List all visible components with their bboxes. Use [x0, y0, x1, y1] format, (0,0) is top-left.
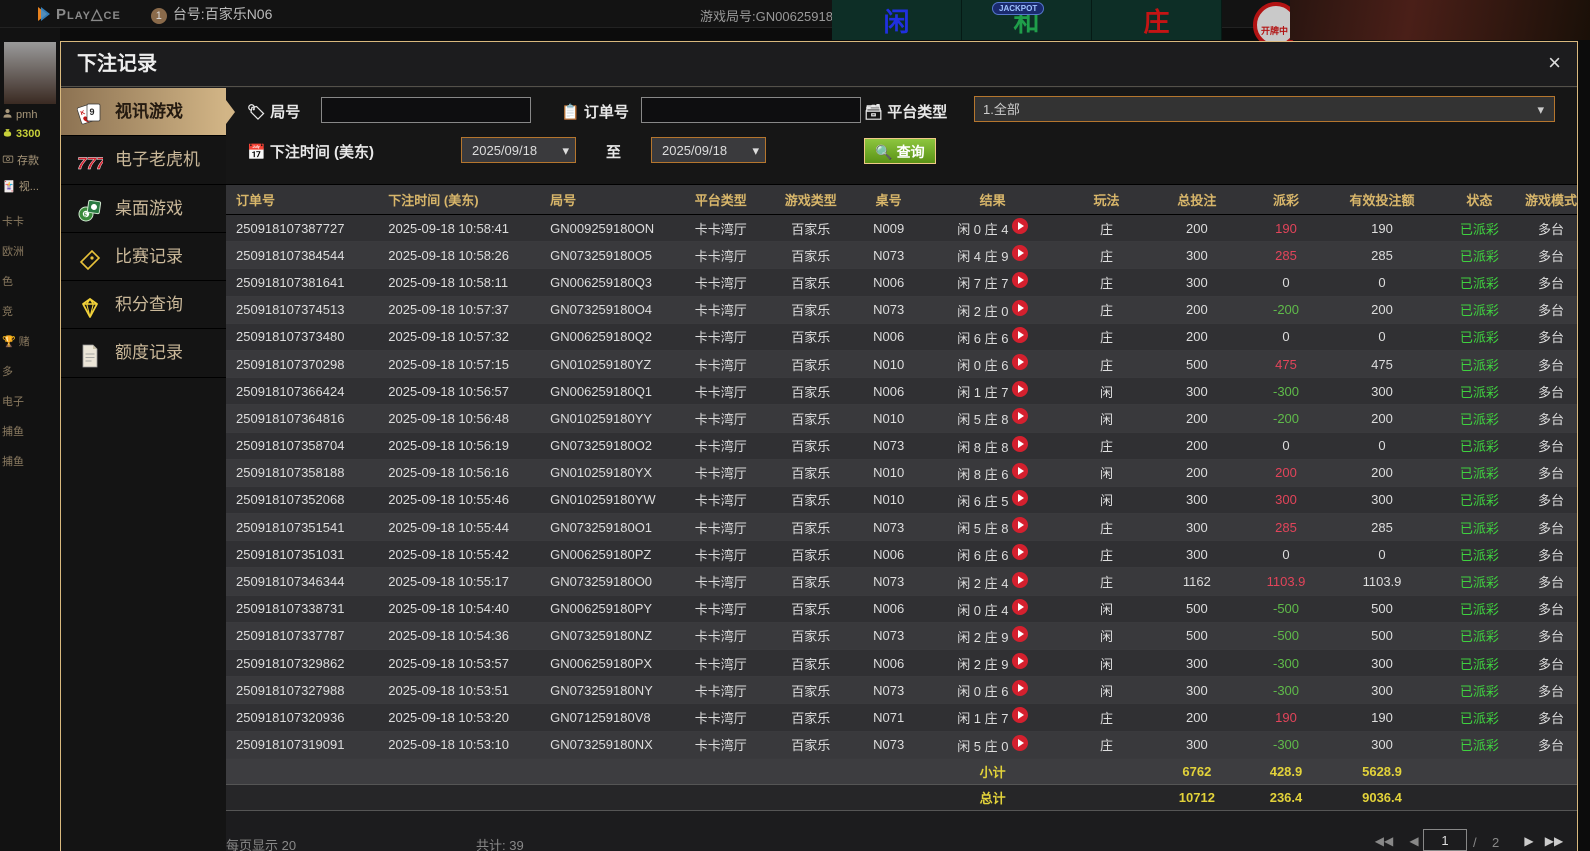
- svg-text:777: 777: [77, 154, 103, 173]
- svg-text:9: 9: [90, 107, 95, 117]
- svg-text:5: 5: [84, 213, 87, 219]
